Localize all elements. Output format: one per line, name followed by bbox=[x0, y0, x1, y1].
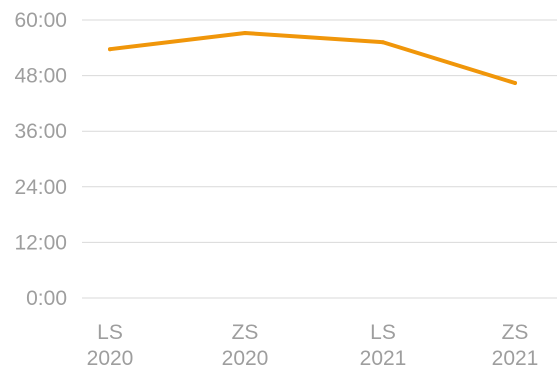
y-tick-label: 36:00 bbox=[14, 120, 67, 143]
y-tick-label: 60:00 bbox=[14, 9, 67, 32]
x-tick-label: ZS 2021 bbox=[492, 321, 539, 369]
x-tick-label: ZS 2020 bbox=[222, 321, 269, 369]
series-line bbox=[108, 30, 517, 86]
x-tick-label: LS 2020 bbox=[87, 321, 134, 369]
x-tick-label: LS 2021 bbox=[360, 321, 407, 369]
y-tick-label: 12:00 bbox=[14, 231, 67, 254]
data-point bbox=[243, 30, 247, 35]
y-tick-label: 0:00 bbox=[26, 287, 67, 310]
series-lines bbox=[108, 30, 517, 86]
y-axis-tick-labels: 0:00 12:00 24:00 36:00 48:00 60:00 bbox=[14, 9, 67, 310]
y-tick-label: 48:00 bbox=[14, 65, 67, 88]
data-point bbox=[108, 47, 112, 52]
x-axis-tick-labels: LS 2020 ZS 2020 LS 2021 ZS 2021 bbox=[87, 321, 539, 369]
data-point bbox=[513, 81, 517, 86]
y-tick-label: 24:00 bbox=[14, 176, 67, 199]
gridlines bbox=[82, 19, 557, 299]
data-point bbox=[381, 40, 385, 45]
